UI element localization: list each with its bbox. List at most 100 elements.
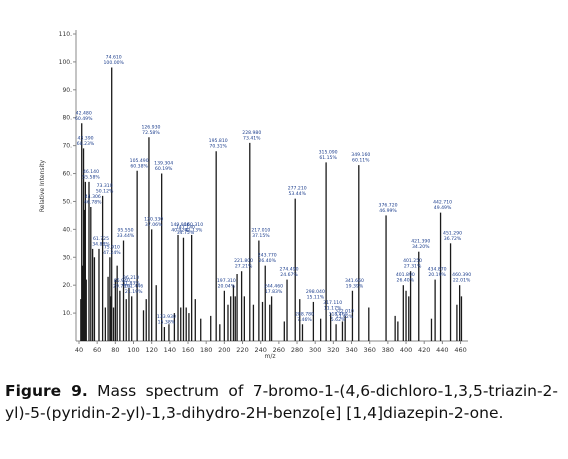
- peak-label-mz: 73.310: [97, 183, 113, 189]
- peak-label-intensity: 11.17%: [324, 306, 342, 312]
- x-tick-label: 400: [400, 346, 412, 354]
- peak-label-intensity: 34.75%: [177, 230, 195, 236]
- peak-label-mz: 133.930: [157, 314, 176, 320]
- x-tick-label: 160: [182, 346, 194, 354]
- peak-label-mz: 349.160: [351, 152, 370, 158]
- peak-label-mz: 442.710: [433, 200, 452, 206]
- peak-label-mz: 105.490: [130, 158, 149, 164]
- x-tick-label: 80: [111, 346, 119, 354]
- peak-label-intensity: 60.38%: [130, 163, 148, 169]
- peak-label-mz: 74.610: [106, 54, 122, 60]
- peak-label-mz: 228.980: [242, 130, 261, 136]
- x-tick-label: 320: [327, 346, 339, 354]
- peak-label-intensity: 36.72%: [444, 236, 462, 242]
- peak-label-intensity: 26.40%: [397, 278, 415, 284]
- peak-label-intensity: 37.15%: [252, 233, 270, 239]
- x-tick-label: 140: [164, 346, 176, 354]
- figure-caption: Figure 9. Mass spectrum of 7-bromo-1-(4,…: [5, 380, 558, 424]
- peak-label-intensity: 60.49%: [75, 116, 93, 122]
- mass-spectrum-chart: Relative Intensity m/z 10. 20. 30. 40. 50. 60…: [39, 30, 471, 360]
- peak-label-intensity: 20.19%: [428, 272, 446, 278]
- peak-label-intensity: 34.20%: [412, 244, 430, 250]
- peak-label-mz: 221.800: [234, 258, 253, 264]
- peak-label-mz: 421.390: [411, 239, 430, 245]
- x-tick-label: 460: [454, 346, 466, 354]
- x-tick-label: 380: [382, 346, 394, 354]
- peak-label-intensity: 50.12%: [96, 188, 114, 194]
- peak-label-mz: 401.250: [403, 258, 422, 264]
- axis-ticks: 10. 20. 30. 40. 50. 60. 70. 80. 90. 100. 110. 40 60 8…: [59, 31, 467, 354]
- peak-label-intensity: 40.92%: [171, 227, 189, 233]
- peak-label-mz: 149.900: [171, 222, 190, 228]
- peak-label-intensity: 17.83%: [265, 289, 283, 295]
- peak-label-intensity: 60.11%: [352, 158, 370, 164]
- peak-label-mz: 317.110: [323, 300, 342, 306]
- x-tick-label: 60: [93, 346, 101, 354]
- peak-label-mz: 460.390: [452, 272, 471, 278]
- caption-label: Figure 9.: [5, 382, 88, 400]
- peak-label-intensity: 22.01%: [453, 278, 471, 284]
- peak-label-mz: 451.290: [443, 230, 462, 236]
- peak-label-intensity: 53.44%: [288, 191, 306, 197]
- peak-label-mz: 42.480: [76, 110, 92, 116]
- peak-label-intensity: 73.41%: [243, 135, 261, 141]
- peak-label-mz: 341.660: [345, 278, 364, 284]
- peak-label-mz: 274.490: [280, 267, 299, 273]
- x-tick-label: 420: [418, 346, 430, 354]
- x-tick-label: 300: [309, 346, 321, 354]
- peak-label-mz: 288.780: [295, 311, 314, 317]
- x-tick-label: 120: [145, 346, 157, 354]
- peak-label-mz: 244.460: [264, 283, 283, 289]
- x-tick-label: 280: [291, 346, 303, 354]
- x-tick-label: 360: [363, 346, 375, 354]
- peak-label-mz: 277.210: [288, 186, 307, 192]
- peak-label-intensity: 26.40%: [258, 258, 276, 264]
- peak-label-intensity: 46.78%: [84, 200, 102, 206]
- peak-label-mz: 46.140: [83, 169, 99, 175]
- y-tick-label: 10.: [62, 310, 72, 317]
- x-tick-label: 440: [436, 346, 448, 354]
- peak-label-mz: 44.306: [85, 194, 101, 200]
- peak-label-intensity: 7.46%: [297, 317, 312, 323]
- caption-text: Mass spectrum of 7-bromo-1-(4,6-dichloro…: [5, 382, 558, 422]
- peak-label-mz: 434.870: [428, 267, 447, 273]
- peak-label-intensity: 61.15%: [319, 155, 337, 161]
- peak-label-intensity: 34.88%: [92, 241, 110, 247]
- peak-label-intensity: 27.21%: [235, 264, 253, 270]
- peak-label-mz: 95.550: [117, 228, 133, 234]
- peak-label-intensity: 41.13%: [185, 227, 203, 233]
- peak-label-mz: 101.446: [124, 283, 143, 289]
- y-tick-label: 90.: [62, 87, 72, 94]
- peak-label-mz: 318.460: [329, 311, 348, 317]
- peak-label-intensity: 19.39%: [346, 283, 364, 289]
- y-tick-label: 40.: [62, 226, 72, 233]
- peak-label-mz: 243.770: [258, 253, 277, 259]
- peaks-layer: [80, 67, 463, 341]
- peak-label-mz: 126.930: [141, 124, 160, 130]
- peak-label-intensity: 15.38%: [158, 320, 176, 326]
- y-tick-label: 20.: [62, 282, 72, 289]
- peak-label-mz: 401.890: [396, 272, 415, 278]
- peak-label-mz: 322.010: [335, 308, 354, 314]
- peak-label-intensity: 49.49%: [434, 205, 452, 211]
- x-tick-label: 200: [218, 346, 230, 354]
- x-tick-label: 180: [200, 346, 212, 354]
- peak-label-mz: 195.810: [209, 138, 228, 144]
- x-tick-label: 340: [345, 346, 357, 354]
- peak-label-intensity: 27.31%: [404, 264, 422, 270]
- peak-label-mz: 120.330: [144, 216, 163, 222]
- peak-label-intensity: 70.31%: [209, 144, 227, 150]
- y-axis-title: Relative Intensity: [39, 159, 46, 212]
- y-tick-label: 70.: [62, 143, 72, 150]
- peak-label-intensity: 5.62%: [331, 317, 346, 323]
- y-tick-label: 60.: [62, 171, 72, 178]
- x-tick-label: 220: [236, 346, 248, 354]
- peak-label-intensity: 11.42%: [336, 314, 354, 320]
- peak-label-intensity: 33.44%: [117, 233, 135, 239]
- y-tick-label: 110.: [59, 31, 72, 38]
- peak-label-intensity: 72.58%: [142, 130, 160, 136]
- peak-label-intensity: 29.76%: [113, 283, 131, 289]
- peak-label-intensity: 31.83%: [122, 280, 140, 286]
- peak-label-intensity: 24.67%: [280, 272, 298, 278]
- peak-label-mz: 85.940: [114, 278, 130, 284]
